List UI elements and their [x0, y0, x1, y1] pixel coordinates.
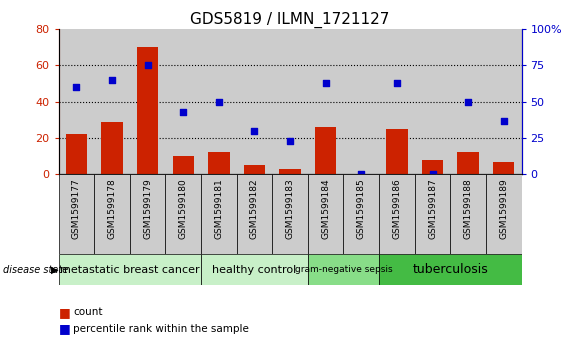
Point	[285, 138, 295, 144]
Bar	[458, 152, 479, 174]
Bar	[450, 174, 486, 254]
Bar	[486, 29, 522, 174]
Text: gram-negative sepsis: gram-negative sepsis	[295, 265, 392, 274]
Text: GSM1599182: GSM1599182	[250, 178, 259, 239]
Text: GSM1599186: GSM1599186	[393, 178, 401, 239]
Point	[392, 80, 401, 86]
Title: GDS5819 / ILMN_1721127: GDS5819 / ILMN_1721127	[190, 12, 390, 28]
Text: GSM1599183: GSM1599183	[285, 178, 295, 239]
Bar	[386, 129, 408, 174]
Bar	[308, 29, 343, 174]
Bar	[450, 29, 486, 174]
Text: percentile rank within the sample: percentile rank within the sample	[73, 323, 249, 334]
Bar	[59, 29, 94, 174]
Bar	[486, 174, 522, 254]
Bar	[415, 29, 450, 174]
Point	[499, 118, 509, 123]
Bar	[237, 174, 272, 254]
Bar	[130, 29, 165, 174]
Bar	[343, 29, 379, 174]
Bar	[237, 29, 272, 174]
Text: GSM1599181: GSM1599181	[214, 178, 223, 239]
Point	[71, 84, 81, 90]
Text: disease state: disease state	[3, 265, 68, 274]
Bar	[379, 254, 522, 285]
Bar	[272, 29, 308, 174]
Bar	[130, 174, 165, 254]
Bar	[101, 122, 122, 174]
Bar	[94, 174, 130, 254]
Bar	[493, 162, 515, 174]
Text: count: count	[73, 307, 103, 317]
Bar	[315, 127, 336, 174]
Text: GSM1599187: GSM1599187	[428, 178, 437, 239]
Bar	[137, 47, 158, 174]
Bar	[201, 29, 237, 174]
Text: GSM1599177: GSM1599177	[72, 178, 81, 239]
Text: healthy control: healthy control	[212, 265, 297, 274]
Bar	[308, 254, 379, 285]
Bar	[172, 156, 194, 174]
Bar	[422, 160, 443, 174]
Point	[321, 80, 331, 86]
Bar	[244, 165, 265, 174]
Bar	[94, 29, 130, 174]
Bar	[59, 254, 201, 285]
Text: metastatic breast cancer: metastatic breast cancer	[60, 265, 200, 274]
Bar	[59, 174, 94, 254]
Text: ■: ■	[59, 306, 70, 319]
Point	[464, 99, 473, 105]
Bar	[201, 254, 308, 285]
Bar	[379, 174, 415, 254]
Point	[179, 109, 188, 115]
Text: GSM1599188: GSM1599188	[464, 178, 473, 239]
Point	[107, 77, 117, 83]
Text: ▶: ▶	[51, 265, 59, 274]
Bar	[343, 174, 379, 254]
Text: GSM1599185: GSM1599185	[357, 178, 366, 239]
Point	[214, 99, 223, 105]
Text: GSM1599189: GSM1599189	[499, 178, 508, 239]
Bar	[201, 174, 237, 254]
Text: GSM1599178: GSM1599178	[107, 178, 117, 239]
Bar	[165, 174, 201, 254]
Bar	[66, 134, 87, 174]
Text: tuberculosis: tuberculosis	[413, 263, 488, 276]
Point	[143, 62, 152, 68]
Text: GSM1599184: GSM1599184	[321, 178, 330, 239]
Text: GSM1599180: GSM1599180	[179, 178, 188, 239]
Bar	[415, 174, 450, 254]
Bar	[272, 174, 308, 254]
Text: GSM1599179: GSM1599179	[143, 178, 152, 239]
Bar	[280, 169, 301, 174]
Bar	[308, 174, 343, 254]
Point	[250, 128, 259, 134]
Point	[428, 171, 437, 177]
Point	[357, 171, 366, 177]
Bar	[379, 29, 415, 174]
Bar	[165, 29, 201, 174]
Text: ■: ■	[59, 322, 70, 335]
Bar	[208, 152, 230, 174]
